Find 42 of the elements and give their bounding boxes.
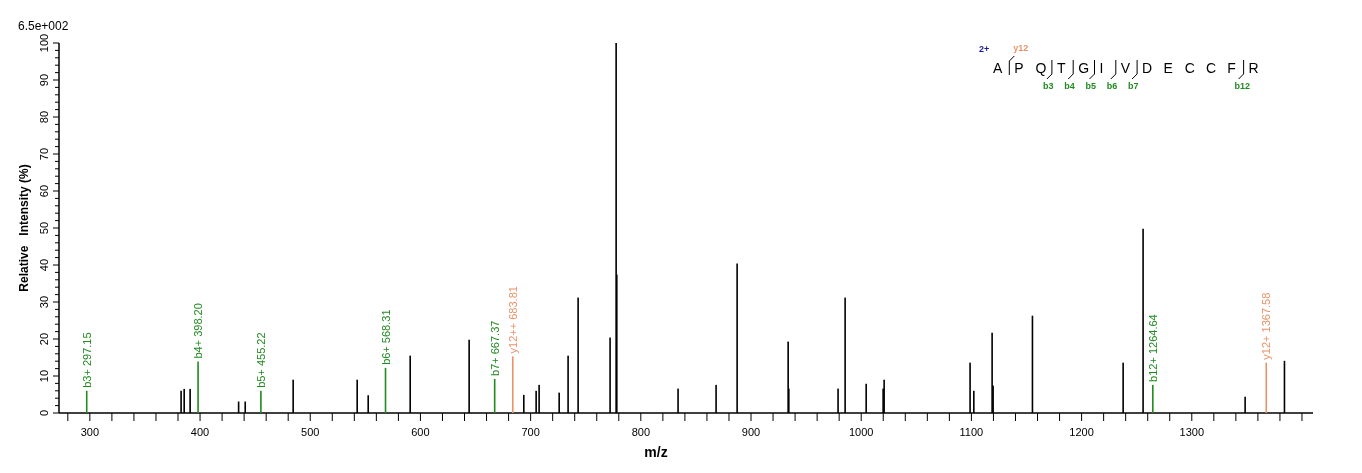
annotation: b12 xyxy=(1234,81,1251,91)
x-tick-label: 1100 xyxy=(959,426,984,438)
y-tick-label: 100 xyxy=(38,33,50,53)
y-tick-label: 80 xyxy=(38,110,50,124)
y-tick-label: 40 xyxy=(38,258,50,272)
annotation: b7+ 667.37 xyxy=(488,320,501,376)
y-tick-label: 10 xyxy=(38,369,50,383)
annotation: y12 xyxy=(1013,43,1029,53)
annotation: b7 xyxy=(1128,81,1139,91)
y-tick-label: 90 xyxy=(38,73,50,87)
text: A P Q T G I V D E C C F R xyxy=(993,60,1259,76)
y-tick-label: 50 xyxy=(38,221,50,235)
x-tick-label: 900 xyxy=(741,426,761,438)
x-tick-label: 800 xyxy=(631,426,650,438)
annotation: b6 xyxy=(1106,81,1118,91)
annotation: b4+ 398.20 xyxy=(192,303,205,359)
annotation: b6+ 568.31 xyxy=(379,309,392,365)
annotation: b12+ 1264.64 xyxy=(1146,314,1159,382)
annotation: b3 xyxy=(1042,81,1054,91)
x-tick-label: 600 xyxy=(411,426,430,438)
annotation: b5 xyxy=(1085,81,1097,91)
y-tick-label: 70 xyxy=(38,147,50,161)
y-tick-label: 0 xyxy=(38,409,50,417)
annotation: 2+ xyxy=(979,44,990,54)
annotation: b3+ 297.15 xyxy=(80,332,93,388)
x-tick-label: 700 xyxy=(521,426,540,438)
text: 6.5e+002 xyxy=(18,19,69,33)
y-tick-label: 20 xyxy=(38,332,50,346)
x-tick-label: 300 xyxy=(80,426,100,438)
x-axis-title: m/z xyxy=(644,444,668,460)
y-tick-label: 60 xyxy=(38,184,50,198)
x-tick-label: 400 xyxy=(190,426,210,438)
y-axis-title: Relative Intensity (%) xyxy=(17,164,31,292)
annotation: b4 xyxy=(1064,81,1075,91)
x-tick-label: 1200 xyxy=(1069,426,1094,438)
y-tick-label: 30 xyxy=(38,295,50,309)
x-tick-label: 500 xyxy=(301,426,320,438)
annotation: y12+ 1367.58 xyxy=(1260,292,1273,360)
x-tick-label: 1000 xyxy=(848,426,874,438)
x-tick-label: 1300 xyxy=(1179,426,1205,438)
annotation: y12++ 683.81 xyxy=(506,286,519,354)
annotation: b5+ 455.22 xyxy=(254,332,267,388)
